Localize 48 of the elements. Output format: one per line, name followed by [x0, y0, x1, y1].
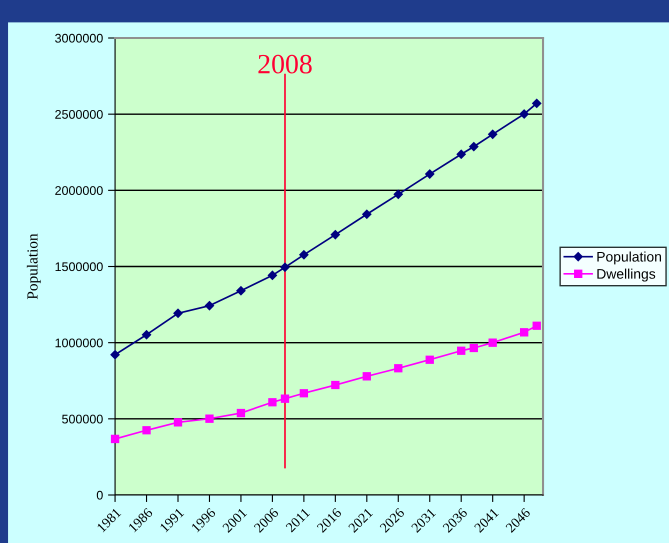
point — [457, 346, 466, 355]
point — [488, 130, 498, 139]
point — [280, 394, 290, 403]
point — [426, 356, 434, 364]
point — [204, 301, 214, 310]
point — [394, 364, 402, 372]
y-tick-label: 2000000 — [55, 186, 103, 195]
point — [236, 286, 246, 296]
point — [331, 380, 340, 390]
y-tick-label: 1500000 — [56, 262, 103, 272]
legend-label: Dwellings — [597, 268, 656, 282]
x-tick-label: 1981 — [96, 508, 122, 532]
point — [456, 150, 466, 159]
point — [205, 414, 214, 423]
y-tick-label: 2500000 — [55, 110, 103, 119]
point — [470, 344, 478, 352]
point — [362, 210, 372, 219]
legend-label: Population — [597, 251, 661, 264]
point — [110, 434, 120, 444]
point — [300, 389, 308, 398]
point — [394, 190, 403, 199]
x-tick-label: 1991 — [160, 508, 184, 532]
point — [142, 426, 151, 434]
y-tick-label: 1000000 — [56, 338, 103, 348]
y-tick-label: 0 — [96, 490, 103, 500]
point — [362, 372, 371, 380]
y-tick-label: 3000000 — [55, 34, 103, 43]
y-axis-title: Population — [26, 234, 41, 300]
point — [520, 328, 528, 336]
point — [174, 418, 182, 427]
x-tick-label: 2011 — [285, 508, 310, 533]
point — [280, 262, 290, 272]
point — [142, 330, 152, 340]
point — [268, 270, 278, 280]
point — [173, 308, 183, 318]
point — [425, 169, 434, 179]
point — [488, 338, 497, 347]
point — [330, 230, 340, 240]
point — [236, 408, 246, 418]
point — [520, 109, 529, 119]
point — [532, 98, 542, 108]
point — [299, 250, 308, 260]
y-tick-label: 500000 — [62, 414, 103, 424]
point — [532, 322, 541, 330]
point — [268, 398, 277, 406]
point — [469, 142, 478, 152]
ref-line-label: 2008 — [258, 54, 312, 74]
point — [110, 350, 120, 360]
